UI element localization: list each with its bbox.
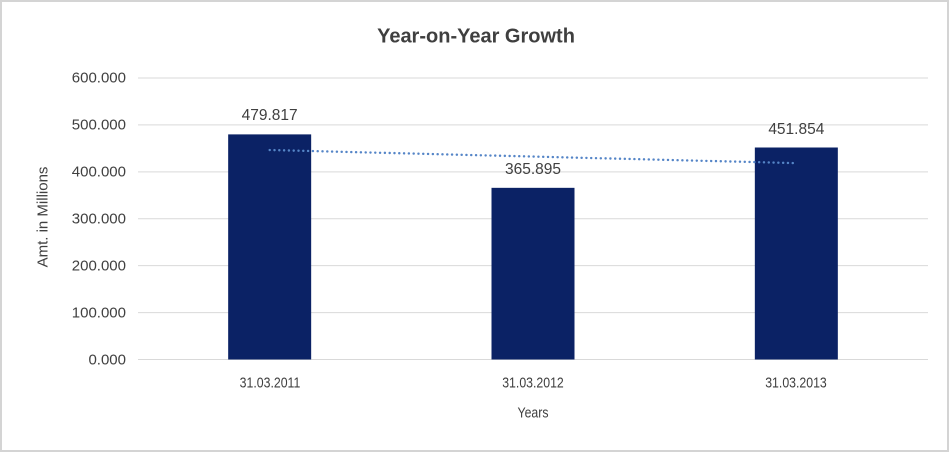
x-axis-title: Years bbox=[517, 404, 549, 422]
bar-31.03.2011 bbox=[228, 134, 312, 360]
data-label: 479.817 bbox=[241, 107, 298, 125]
y-tick-label: 400.000 bbox=[71, 163, 126, 181]
y-tick-label: 0.000 bbox=[88, 351, 126, 368]
chart-title: Year-on-Year Growth bbox=[377, 25, 575, 48]
y-tick-label: 500.000 bbox=[71, 116, 126, 134]
bar-31.03.2012 bbox=[491, 187, 575, 360]
trendline bbox=[268, 148, 798, 165]
y-tick-label: 100.000 bbox=[71, 304, 126, 322]
bar-31.03.2013 bbox=[754, 147, 838, 360]
y-tick-label: 200.000 bbox=[71, 257, 126, 275]
data-label: 365.895 bbox=[504, 160, 562, 178]
y-tick-label: 300.000 bbox=[71, 210, 126, 228]
x-tick-label: 31.03.2012 bbox=[502, 374, 564, 392]
data-label: 451.854 bbox=[768, 120, 825, 138]
x-tick-label: 31.03.2013 bbox=[765, 374, 828, 392]
x-tick-label: 31.03.2011 bbox=[239, 374, 300, 392]
y-axis-title: Amt. in Millions bbox=[34, 166, 52, 268]
y-tick-label: 600.000 bbox=[71, 69, 126, 87]
